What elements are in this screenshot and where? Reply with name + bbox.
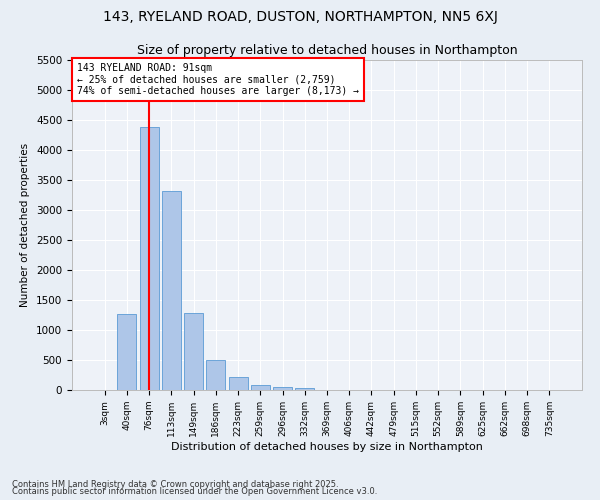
Bar — [295, 388, 314, 390]
Y-axis label: Number of detached properties: Number of detached properties — [20, 143, 31, 307]
Bar — [229, 377, 248, 390]
Text: Contains HM Land Registry data © Crown copyright and database right 2025.: Contains HM Land Registry data © Crown c… — [12, 480, 338, 489]
X-axis label: Distribution of detached houses by size in Northampton: Distribution of detached houses by size … — [171, 442, 483, 452]
Bar — [251, 384, 270, 390]
Bar — [118, 314, 136, 390]
Text: 143 RYELAND ROAD: 91sqm
← 25% of detached houses are smaller (2,759)
74% of semi: 143 RYELAND ROAD: 91sqm ← 25% of detache… — [77, 64, 359, 96]
Text: Contains public sector information licensed under the Open Government Licence v3: Contains public sector information licen… — [12, 487, 377, 496]
Bar — [162, 191, 181, 390]
Bar — [184, 313, 203, 390]
Bar — [273, 386, 292, 390]
Bar — [140, 127, 158, 390]
Bar — [206, 360, 225, 390]
Text: 143, RYELAND ROAD, DUSTON, NORTHAMPTON, NN5 6XJ: 143, RYELAND ROAD, DUSTON, NORTHAMPTON, … — [103, 10, 497, 24]
Title: Size of property relative to detached houses in Northampton: Size of property relative to detached ho… — [137, 44, 517, 58]
